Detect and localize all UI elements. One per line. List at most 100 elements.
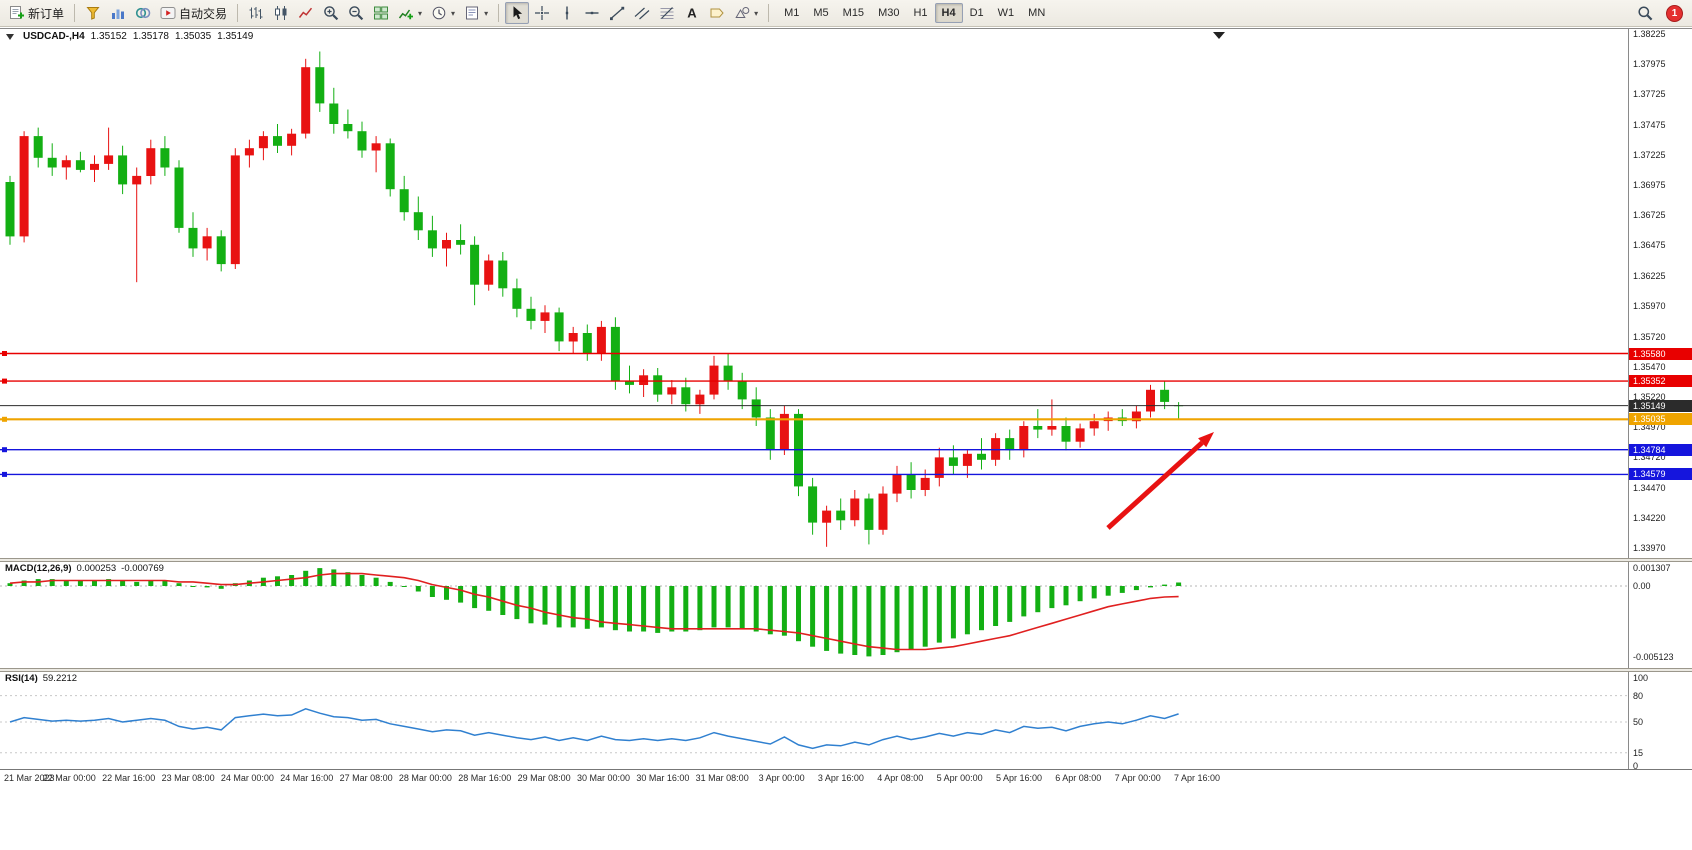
chart-dropdown-icon[interactable] <box>6 33 14 40</box>
panel-splitter-2[interactable] <box>0 668 1692 672</box>
crosshair-icon <box>534 5 550 21</box>
pivot-line-price-badge: 1.35035 <box>1629 413 1692 426</box>
cursor-icon <box>509 5 525 21</box>
price-tick-label: 1.35220 <box>1633 392 1666 402</box>
tile-windows-button[interactable] <box>369 2 393 24</box>
bar-chart-button[interactable] <box>244 2 268 24</box>
hline-icon <box>584 5 600 21</box>
candle-chart-icon <box>273 5 289 21</box>
time-tick-label: 7 Apr 16:00 <box>1173 773 1221 783</box>
text-label-button[interactable] <box>705 2 729 24</box>
time-tick-label: 22 Mar 16:00 <box>102 773 156 783</box>
time-axis[interactable]: 21 Mar 2023 22 Mar 00:00 22 Mar 16:00 23 Ma… <box>0 769 1692 785</box>
search-button[interactable] <box>1633 2 1657 24</box>
rsi-tick-label: 0 <box>1633 761 1639 771</box>
time-tick-label: 3 Apr 16:00 <box>817 773 864 783</box>
timeframe-mn[interactable]: MN <box>1028 7 1046 19</box>
price-tick-label: 1.36475 <box>1633 240 1666 251</box>
line-chart-icon <box>298 5 314 21</box>
price-axis[interactable]: 1.38225 1.37975 1.37725 1.37475 1.37225 1.369… <box>1628 29 1692 771</box>
navigator-icon <box>135 5 151 21</box>
rsi-tick-label: 100 <box>1633 673 1649 683</box>
new-order-form-icon <box>9 5 25 21</box>
macd-plot[interactable] <box>0 562 1628 668</box>
price-tick-label: 1.36975 <box>1633 180 1666 190</box>
line-chart-button[interactable] <box>294 2 318 24</box>
chevron-down-icon: ▾ <box>754 8 759 18</box>
text-icon: A <box>684 5 700 21</box>
macd-panel[interactable]: MACD(12,26,9) 0.000253 -0.000769 <box>0 562 1628 668</box>
autotrade-button-label: 自动交易 <box>179 6 228 21</box>
shapes-button[interactable]: ▾ <box>730 2 762 24</box>
time-tick-label: 23 Mar 08:00 <box>161 773 215 783</box>
toolbar-separator <box>768 4 770 22</box>
horizontal-line-button[interactable] <box>580 2 604 24</box>
timeframe-m1[interactable]: M1 <box>784 7 800 19</box>
panel-splitter-1[interactable] <box>0 558 1692 562</box>
templates-button[interactable]: ▾ <box>460 2 492 24</box>
timeframe-h1[interactable]: H1 <box>913 7 928 19</box>
ohlc-close: 1.35149 <box>217 31 254 42</box>
vline-icon <box>559 5 575 21</box>
market-watch-button[interactable] <box>106 2 130 24</box>
trendline-button[interactable] <box>605 2 629 24</box>
macd-value-main: 0.000253 <box>76 563 117 574</box>
market-watch-icon <box>110 5 126 21</box>
timeframe-m5[interactable]: M5 <box>813 7 829 19</box>
timeframe-w1[interactable]: W1 <box>997 7 1015 19</box>
macd-header: MACD(12,26,9) 0.000253 -0.000769 <box>5 563 164 574</box>
navigator-button[interactable] <box>131 2 155 24</box>
indicators-icon <box>398 5 414 21</box>
time-tick-label: 7 Apr 00:00 <box>1114 773 1161 783</box>
toolbar-separator <box>237 4 239 22</box>
tile-windows-icon <box>373 5 389 21</box>
zoom-in-button[interactable] <box>319 2 343 24</box>
timeframe-d1[interactable]: D1 <box>969 7 984 19</box>
rsi-tick-label: 50 <box>1633 717 1644 727</box>
time-tick-label: 30 Mar 00:00 <box>576 773 631 783</box>
price-tick-label: 1.36225 <box>1633 270 1666 281</box>
profile-icon <box>85 5 101 21</box>
profiles-button[interactable] <box>81 2 105 24</box>
current-price-line-price-badge: 1.35149 <box>1629 399 1692 412</box>
timeframe-m15[interactable]: M15 <box>842 7 865 19</box>
channel-button[interactable] <box>630 2 654 24</box>
timeframe-h4[interactable]: H4 <box>934 3 963 23</box>
rsi-panel[interactable]: RSI(14) 59.2212 <box>0 672 1628 769</box>
time-tick-label: 31 Mar 08:00 <box>695 773 749 783</box>
periods-button[interactable]: ▾ <box>427 2 459 24</box>
rsi-plot[interactable] <box>0 672 1628 769</box>
autotrade-button[interactable]: 自动交易 <box>156 2 231 24</box>
new-order-button[interactable]: 新订单 <box>5 2 68 24</box>
fibonacci-icon <box>659 5 675 21</box>
bar-chart-icon <box>248 5 264 21</box>
label-icon <box>709 5 725 21</box>
chevron-down-icon: ▾ <box>418 8 423 18</box>
price-chart-plot[interactable] <box>0 29 1628 558</box>
time-tick-label: 5 Apr 16:00 <box>995 773 1043 783</box>
chart-area: USDCAD-,H4 1.35152 1.35178 1.35035 1.351… <box>0 28 1692 785</box>
timeframe-m30[interactable]: M30 <box>878 7 900 19</box>
notification-badge[interactable]: 1 <box>1666 4 1683 22</box>
chevron-down-icon: ▾ <box>484 8 489 18</box>
cursor-button[interactable] <box>505 2 530 24</box>
trendline-icon <box>609 5 625 21</box>
zoom-out-icon <box>348 5 364 21</box>
zoom-in-icon <box>323 5 339 21</box>
time-tick-label: 5 Apr 00:00 <box>936 773 983 783</box>
resistance-line-2-price-badge: 1.35352 <box>1629 375 1692 388</box>
ohlc-open: 1.35152 <box>90 31 127 42</box>
candle-chart-button[interactable] <box>269 2 293 24</box>
vertical-line-button[interactable] <box>555 2 579 24</box>
rsi-label: RSI(14) <box>5 673 38 684</box>
zoom-out-button[interactable] <box>344 2 368 24</box>
indicators-button[interactable]: ▾ <box>394 2 426 24</box>
toolbar-right: 1 <box>1633 2 1687 24</box>
fibonacci-button[interactable] <box>655 2 679 24</box>
text-button[interactable]: A <box>680 2 704 24</box>
shapes-icon <box>734 5 750 21</box>
time-tick-label: 27 Mar 08:00 <box>339 773 393 783</box>
price-chart-panel[interactable]: USDCAD-,H4 1.35152 1.35178 1.35035 1.351… <box>0 29 1628 558</box>
chart-ohlc-header: USDCAD-,H4 1.35152 1.35178 1.35035 1.351… <box>6 31 253 42</box>
crosshair-button[interactable] <box>530 2 554 24</box>
